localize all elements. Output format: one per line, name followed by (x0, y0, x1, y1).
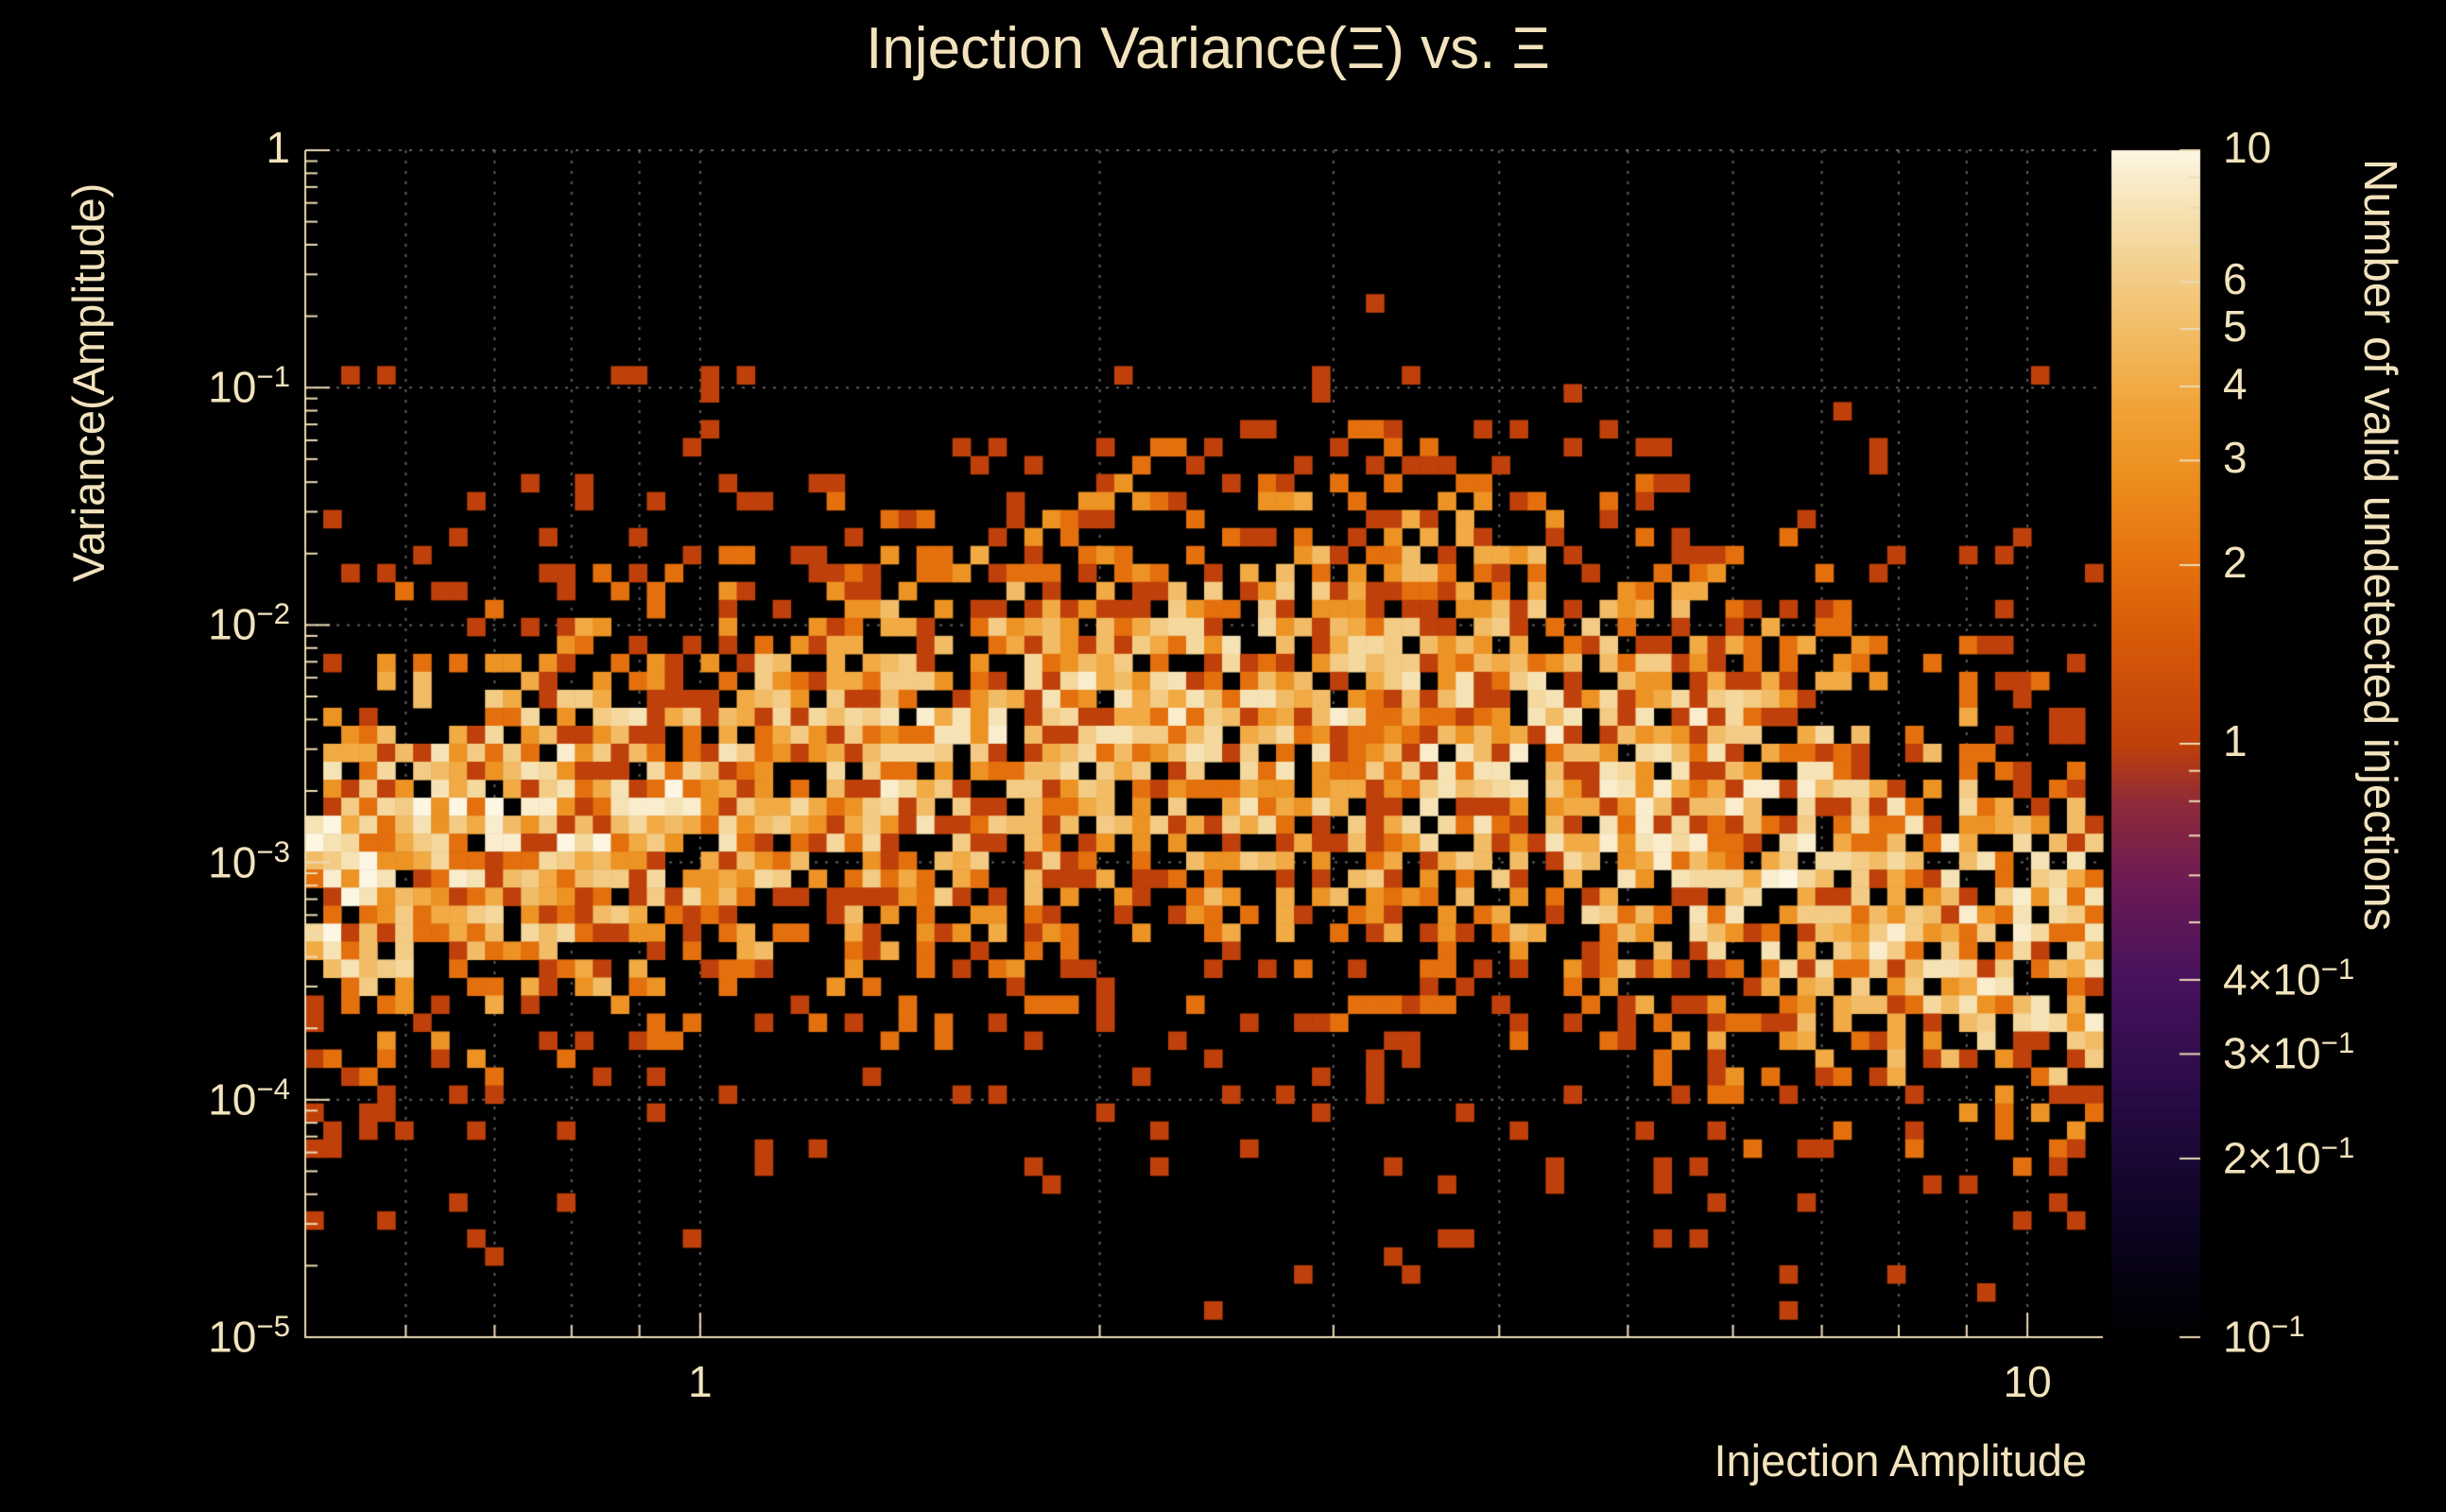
y-tick-label: 10−1 (208, 360, 290, 412)
colorbar-tick-label: 6 (2223, 254, 2248, 304)
y-tick-label: 1 (266, 123, 290, 172)
chart-title: Injection Variance(Ξ) vs. Ξ (866, 16, 1550, 81)
colorbar-tick-label: 2×10−1 (2223, 1130, 2355, 1183)
x-tick-label: 10 (2003, 1357, 2052, 1406)
colorbar-tick-label: 3 (2223, 433, 2248, 483)
colorbar-tick-label: 10−1 (2223, 1310, 2305, 1362)
colorbar-tick-label: 5 (2223, 301, 2248, 352)
colorbar-tick-label: 4×10−1 (2223, 952, 2355, 1005)
y-tick-label: 10−2 (208, 597, 290, 649)
y-tick-label: 10−3 (208, 834, 290, 886)
x-axis-title: Injection Amplitude (1714, 1435, 2087, 1486)
colorbar-tick-label: 4 (2223, 358, 2248, 408)
colorbar-tick-label: 3×10−1 (2223, 1026, 2355, 1078)
colorbar-tick-label: 1 (2223, 716, 2248, 765)
y-tick-label: 10−5 (208, 1310, 290, 1362)
x-tick-label: 1 (688, 1357, 713, 1406)
colorbar-title: Number of valid undetected injections (2354, 159, 2405, 932)
colorbar-tick-label: 10 (2223, 123, 2272, 172)
y-tick-label: 10−4 (208, 1072, 290, 1125)
y-axis-title: Variance(Amplitude) (63, 182, 113, 582)
colorbar-tick-label: 2 (2223, 537, 2248, 587)
